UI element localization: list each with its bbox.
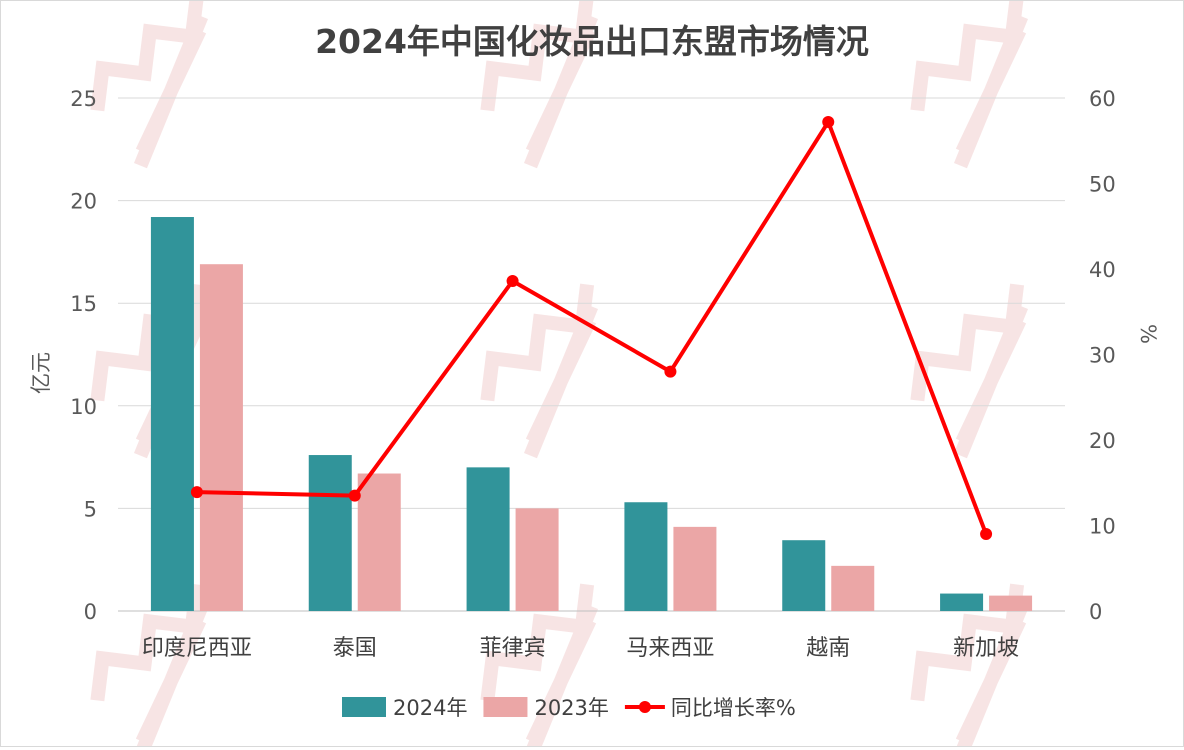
growth-rate-point <box>348 489 361 502</box>
y2-tick-label: 60 <box>1089 87 1116 111</box>
bar-series-b <box>357 473 401 611</box>
growth-rate-point <box>980 528 993 541</box>
bar-series-b <box>515 508 559 611</box>
gridlines <box>118 97 1065 612</box>
line-series <box>190 115 993 541</box>
x-tick-label: 印度尼西亚 <box>142 636 252 661</box>
bar-series-a <box>466 467 510 611</box>
y-tick-label: 15 <box>70 292 97 316</box>
growth-rate-point <box>664 365 677 378</box>
legend-label: 同比增长率% <box>671 696 796 720</box>
bar-series-a <box>150 217 194 612</box>
bar-series <box>150 217 1033 612</box>
bar-series-b <box>989 595 1033 611</box>
x-tick-label: 新加坡 <box>953 636 1019 661</box>
legend-label: 2023年 <box>534 696 608 720</box>
y-axis-title: 亿元 <box>29 352 53 394</box>
bar-series-a <box>782 540 826 611</box>
watermark-mark <box>910 283 1029 459</box>
bar-series-a <box>308 455 352 611</box>
y2-tick-label: 10 <box>1089 515 1116 539</box>
watermark-layer <box>90 0 1029 750</box>
x-tick-label: 马来西亚 <box>626 636 714 661</box>
y-tick-label: 0 <box>84 600 97 624</box>
watermark-mark <box>480 0 599 169</box>
growth-rate-point <box>822 115 835 128</box>
y2-tick-label: 20 <box>1089 429 1116 453</box>
bar-series-b <box>673 526 717 611</box>
x-tick-label: 越南 <box>806 636 850 661</box>
y2-tick-label: 30 <box>1089 344 1116 368</box>
y2-tick-label: 50 <box>1089 173 1116 197</box>
y2-tick-label: 0 <box>1089 600 1102 624</box>
y-tick-label: 5 <box>84 497 97 521</box>
bar-series-a <box>624 502 668 611</box>
chart-title: 2024年中国化妆品出口东盟市场情况 <box>315 22 869 61</box>
y-tick-label: 25 <box>70 87 97 111</box>
legend-line-marker <box>638 701 651 713</box>
y-tick-label: 20 <box>70 190 97 214</box>
bar-series-b <box>199 264 243 611</box>
legend-label: 2024年 <box>393 696 467 720</box>
bar-series-b <box>831 565 875 611</box>
growth-rate-point <box>190 486 203 499</box>
x-tick-label: 菲律宾 <box>480 636 546 661</box>
bar-series-a <box>940 593 984 611</box>
growth-rate-point <box>506 274 519 287</box>
x-tick-label: 泰国 <box>333 636 377 661</box>
y2-tick-label: 40 <box>1089 258 1116 282</box>
watermark-mark <box>90 0 209 169</box>
watermark-mark <box>480 283 599 459</box>
legend-swatch <box>342 697 386 717</box>
watermark-mark <box>910 0 1029 169</box>
watermark-mark <box>910 583 1029 750</box>
y-tick-label: 10 <box>70 395 97 419</box>
watermark-mark <box>90 583 209 750</box>
growth-rate-line <box>196 119 988 535</box>
legend: 2024年 2023年 同比增长率% <box>342 696 796 720</box>
axes: 0 5 10 15 20 25 0 10 20 30 40 50 60 印度尼西亚 泰国 菲律宾 马来西亚 越南 新… <box>70 87 1115 661</box>
y2-axis-title: % <box>1136 324 1160 344</box>
watermark-mark <box>480 583 599 750</box>
legend-swatch <box>483 697 528 717</box>
